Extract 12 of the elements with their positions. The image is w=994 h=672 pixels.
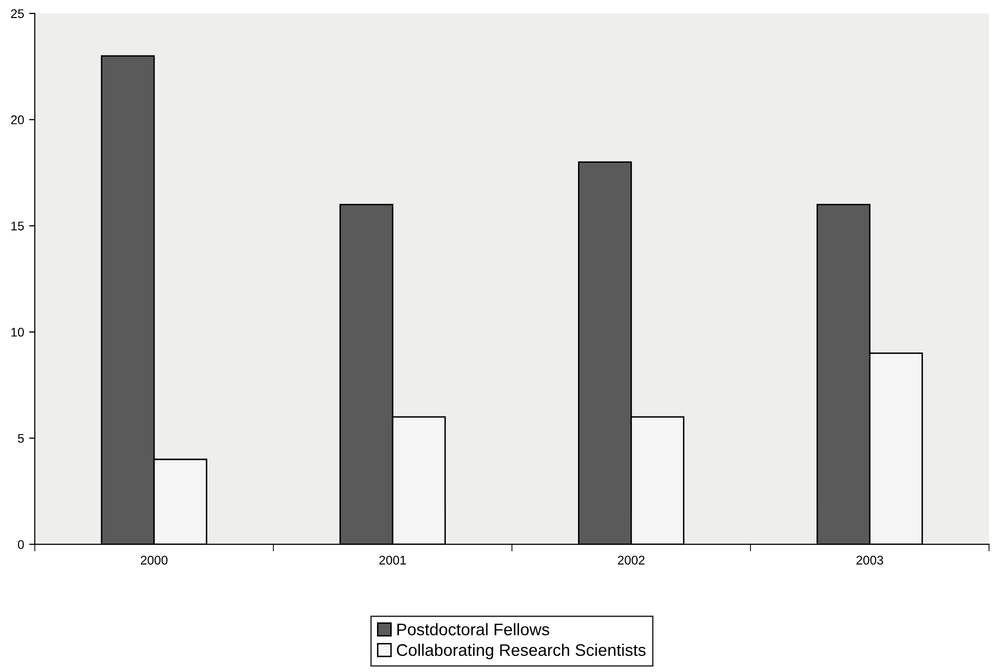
y-tick-label: 0 [18, 540, 24, 549]
x-tick-label: 2002 [618, 556, 644, 565]
y-tick-label: 15 [11, 222, 24, 230]
legend-label: Postdoctoral Fellows [397, 623, 550, 636]
x-tick-label: 2003 [856, 556, 884, 565]
y-tick-label: 10 [11, 328, 24, 337]
y-tick-label: 5 [18, 434, 24, 443]
y-tick-label: 25 [11, 9, 24, 18]
x-tick-label: 2001 [379, 556, 406, 565]
y-tick-label: 20 [11, 115, 24, 124]
x-tick-label: 2000 [140, 556, 168, 565]
legend-label: Collaborating Research Scientists [396, 644, 646, 660]
